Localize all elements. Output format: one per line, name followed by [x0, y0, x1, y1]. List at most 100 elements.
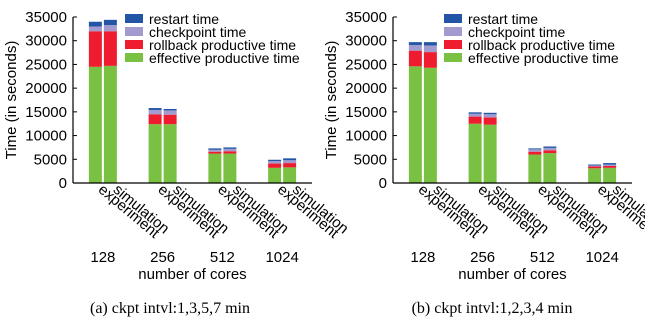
legend-label: effective productive time: [468, 50, 619, 66]
bar-segment-rollback: [268, 163, 282, 168]
y-tick-label: 5000: [354, 151, 387, 168]
bar-segment-restart: [163, 109, 177, 111]
bar-segment-rollback: [603, 165, 617, 168]
bar-segment-effective: [543, 153, 557, 183]
legend-label: rollback productive time: [149, 37, 296, 53]
bar-segment-rollback: [408, 50, 422, 67]
legend-label: restart time: [468, 11, 538, 27]
group-label: 128: [90, 249, 115, 266]
bar-segment-effective: [603, 167, 617, 183]
y-tick-label: 10000: [25, 128, 67, 145]
bar-segment-checkpoint: [588, 165, 602, 167]
bar-segment-restart: [423, 42, 437, 46]
bar-segment-effective: [483, 124, 497, 183]
bar-segment-effective: [88, 66, 102, 183]
bar-segment-effective: [468, 123, 482, 183]
y-tick-label: 30000: [25, 33, 67, 50]
bar-segment-checkpoint: [483, 114, 497, 118]
bar-segment-restart: [483, 112, 497, 115]
x-axis-label: number of cores: [458, 266, 566, 283]
bar-segment-effective: [528, 154, 542, 183]
legend-swatch-restart: [444, 14, 462, 23]
bar-segment-rollback: [468, 116, 482, 124]
y-tick-label: 20000: [25, 80, 67, 97]
legend-swatch-effective: [125, 53, 143, 62]
y-tick-label: 0: [59, 175, 67, 192]
legend-label: effective productive time: [149, 50, 300, 66]
legend-label: restart time: [149, 11, 219, 27]
y-tick-label: 0: [379, 175, 387, 192]
bar-segment-effective: [223, 153, 237, 183]
bar-segment-effective: [423, 67, 437, 183]
chart-panel-a: 05000100001500020000250003000035000exper…: [3, 9, 352, 317]
group-label: 128: [410, 249, 435, 266]
bar-segment-restart: [283, 158, 297, 161]
bar-segment-effective: [208, 153, 222, 183]
bar-segment-effective: [103, 65, 117, 183]
y-tick-label: 35000: [345, 9, 387, 26]
x-axis-label: number of cores: [138, 266, 246, 283]
y-tick-label: 20000: [345, 80, 387, 97]
y-tick-label: 5000: [34, 151, 67, 168]
legend-swatch-checkpoint: [444, 27, 462, 36]
bar-segment-rollback: [483, 117, 497, 125]
bar-segment-restart: [468, 112, 482, 114]
bar-segment-rollback: [163, 114, 177, 125]
y-tick-label: 10000: [345, 128, 387, 145]
bar-segment-restart: [148, 108, 162, 110]
legend-label: checkpoint time: [468, 24, 565, 40]
legend-label: rollback productive time: [468, 37, 615, 53]
group-label: 512: [210, 249, 235, 266]
group-label: 256: [470, 249, 495, 266]
bar-segment-restart: [588, 164, 602, 166]
legend-swatch-rollback: [125, 40, 143, 49]
figure-caption: (b) ckpt intvl:1,2,3,4 min: [412, 300, 573, 317]
bar-segment-checkpoint: [283, 160, 297, 164]
y-tick-label: 25000: [345, 56, 387, 73]
group-label: 256: [150, 249, 175, 266]
bar-segment-effective: [163, 124, 177, 183]
bar-segment-checkpoint: [423, 45, 437, 53]
bar-segment-effective: [408, 66, 422, 183]
bar-segment-checkpoint: [103, 25, 117, 32]
bar-segment-restart: [528, 148, 542, 150]
legend-swatch-rollback: [444, 40, 462, 49]
legend-label: checkpoint time: [149, 24, 246, 40]
bar-segment-rollback: [223, 151, 237, 154]
y-tick-label: 35000: [25, 9, 67, 26]
bar-segment-checkpoint: [528, 149, 542, 152]
bar-segment-rollback: [208, 151, 222, 154]
bar-segment-rollback: [543, 150, 557, 154]
bar-segment-effective: [588, 168, 602, 183]
chart-panel-b: 05000100001500020000250003000035000exper…: [323, 9, 645, 317]
bar-segment-checkpoint: [163, 110, 177, 115]
bar-segment-effective: [148, 124, 162, 183]
bar-segment-checkpoint: [268, 161, 282, 164]
bar-segment-restart: [408, 42, 422, 45]
bar-segment-rollback: [283, 163, 297, 168]
legend-swatch-restart: [125, 14, 143, 23]
y-tick-label: 15000: [345, 104, 387, 121]
bar-segment-checkpoint: [543, 147, 557, 151]
bar-segment-restart: [223, 147, 237, 149]
bar-segment-rollback: [103, 31, 117, 66]
y-tick-label: 25000: [25, 56, 67, 73]
bar-segment-rollback: [423, 52, 437, 68]
group-label: 512: [530, 249, 555, 266]
bar-segment-restart: [103, 19, 117, 26]
bar-segment-restart: [268, 159, 282, 162]
bar-segment-effective: [268, 167, 282, 183]
bar-segment-restart: [543, 146, 557, 148]
legend-swatch-effective: [444, 53, 462, 62]
bar-segment-rollback: [148, 114, 162, 125]
bar-segment-restart: [88, 21, 102, 27]
bar-segment-checkpoint: [468, 113, 482, 117]
y-tick-label: 30000: [345, 33, 387, 50]
bar-segment-effective: [283, 167, 297, 183]
y-axis-label: Time (in seconds): [323, 41, 340, 160]
legend-swatch-checkpoint: [125, 27, 143, 36]
bar-segment-checkpoint: [223, 148, 237, 152]
bar-segment-checkpoint: [88, 26, 102, 32]
group-label: 1024: [585, 249, 618, 266]
